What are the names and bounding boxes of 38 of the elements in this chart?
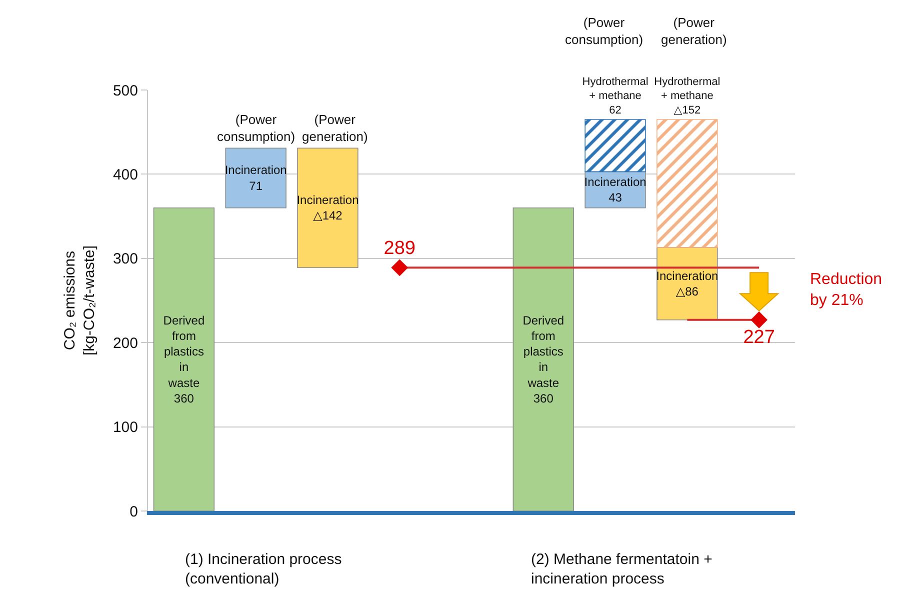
y-tick-label: 300 — [112, 250, 138, 268]
annotation: (Power generation) — [302, 112, 368, 144]
text: Incineration — [656, 268, 718, 283]
series-label: Incineration — [584, 174, 646, 189]
data-label: 227 — [743, 327, 775, 348]
text: (Power generation) — [661, 15, 727, 47]
y-tick-label: 200 — [112, 334, 138, 352]
y-tick-label: 500 — [112, 82, 138, 100]
data-label: 360 — [174, 391, 194, 406]
data-label: 71 — [249, 178, 263, 193]
data-label: △142 — [313, 208, 343, 223]
bar — [225, 148, 286, 208]
text: (1) Incineration process (conventional) — [185, 551, 342, 588]
data-label: 289 — [384, 238, 416, 259]
y-tick-label: 100 — [112, 419, 138, 436]
bar — [656, 119, 718, 248]
annotation: (Power consumption) — [217, 112, 296, 144]
bar — [584, 119, 646, 172]
series-label: Hydrothermal + methane — [654, 76, 720, 102]
series-label: Hydrothermal + methane — [582, 76, 648, 102]
y-tick-label: 400 — [112, 166, 138, 184]
data-label: 360 — [533, 391, 554, 406]
bar — [512, 207, 574, 511]
series-label: Derived from plastics in waste — [522, 313, 564, 390]
data-label: 62 — [609, 104, 622, 116]
y-tick-label: 0 — [130, 503, 138, 520]
text: Reduction by 21% — [810, 271, 882, 309]
text: Incineration — [224, 163, 287, 178]
text: (2) Methane fermentatoin + incineration process — [531, 551, 713, 588]
data-label: △152 — [674, 104, 701, 116]
text: (Power consumption) — [565, 15, 644, 47]
bar — [297, 148, 358, 268]
y-axis-title: CO₂ emissions [kg-CO₂/t-waste] — [62, 245, 98, 356]
series-label: Incineration — [296, 193, 359, 208]
data-label: △86 — [676, 284, 699, 298]
bar — [153, 207, 215, 511]
data-label: 43 — [608, 190, 622, 205]
text: Derived from plastics in waste — [163, 313, 205, 390]
